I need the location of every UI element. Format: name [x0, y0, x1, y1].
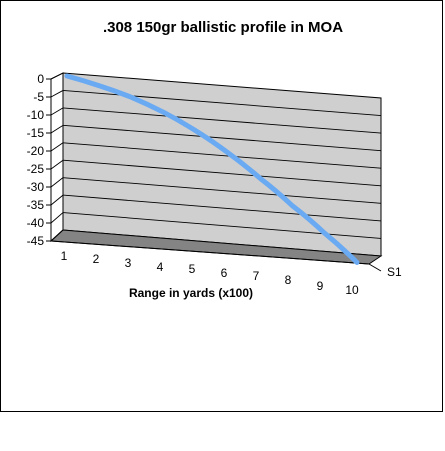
y-tick-label: -35 — [27, 198, 45, 212]
x-axis-line — [50, 240, 370, 265]
y-tick-label: -30 — [27, 180, 45, 194]
side-gridline — [50, 90, 64, 98]
series-label: S1 — [387, 265, 402, 279]
side-gridline — [50, 177, 64, 188]
x-tick-label: 8 — [285, 273, 292, 287]
x-tick-label: 9 — [317, 279, 324, 293]
y-tick-label: -20 — [27, 144, 45, 158]
x-axis-label: Range in yards (x100) — [129, 286, 253, 300]
y-tick-label: -15 — [27, 126, 45, 140]
chart-area: .308 150gr ballistic profile in MOA 0 -5 -… — [27, 19, 402, 300]
x-tick-label: 5 — [189, 262, 196, 276]
y-tick-label: -45 — [27, 234, 45, 248]
x-tick-label: 3 — [125, 256, 132, 270]
side-gridline — [50, 159, 64, 170]
chart-frame: .308 150gr ballistic profile in MOA 0 -5 -… — [0, 0, 443, 412]
y-tick-label: 0 — [37, 72, 44, 86]
x-tick-label: 7 — [253, 269, 260, 283]
side-gridline — [50, 229, 64, 242]
gridline — [62, 177, 382, 204]
x-tick-label: 6 — [221, 266, 228, 280]
gridline — [62, 142, 382, 169]
series-line-s1 — [64, 73, 360, 266]
chart-title: .308 150gr ballistic profile in MOA — [103, 19, 343, 36]
y-tick-label: -10 — [27, 108, 45, 122]
side-gridline — [50, 107, 64, 116]
side-gridline — [50, 212, 64, 224]
x-tick-label: 2 — [93, 252, 100, 266]
side-gridline — [50, 142, 64, 152]
side-gridline — [50, 124, 64, 134]
x-tick-label: 10 — [345, 283, 359, 297]
gridline — [62, 124, 382, 152]
x-tick-label: 4 — [157, 260, 164, 274]
gridline — [62, 159, 382, 187]
side-wall — [50, 72, 64, 243]
side-gridline — [50, 72, 64, 80]
gridline — [62, 89, 382, 117]
y-tick-label: -25 — [27, 162, 45, 176]
side-gridline — [50, 194, 64, 206]
gridline — [62, 194, 382, 222]
y-tick-label: -5 — [33, 90, 44, 104]
series-axis-tick — [368, 263, 382, 272]
x-tick-label: 1 — [61, 249, 68, 263]
gridline — [62, 107, 382, 134]
y-tick-label: -40 — [27, 216, 45, 230]
